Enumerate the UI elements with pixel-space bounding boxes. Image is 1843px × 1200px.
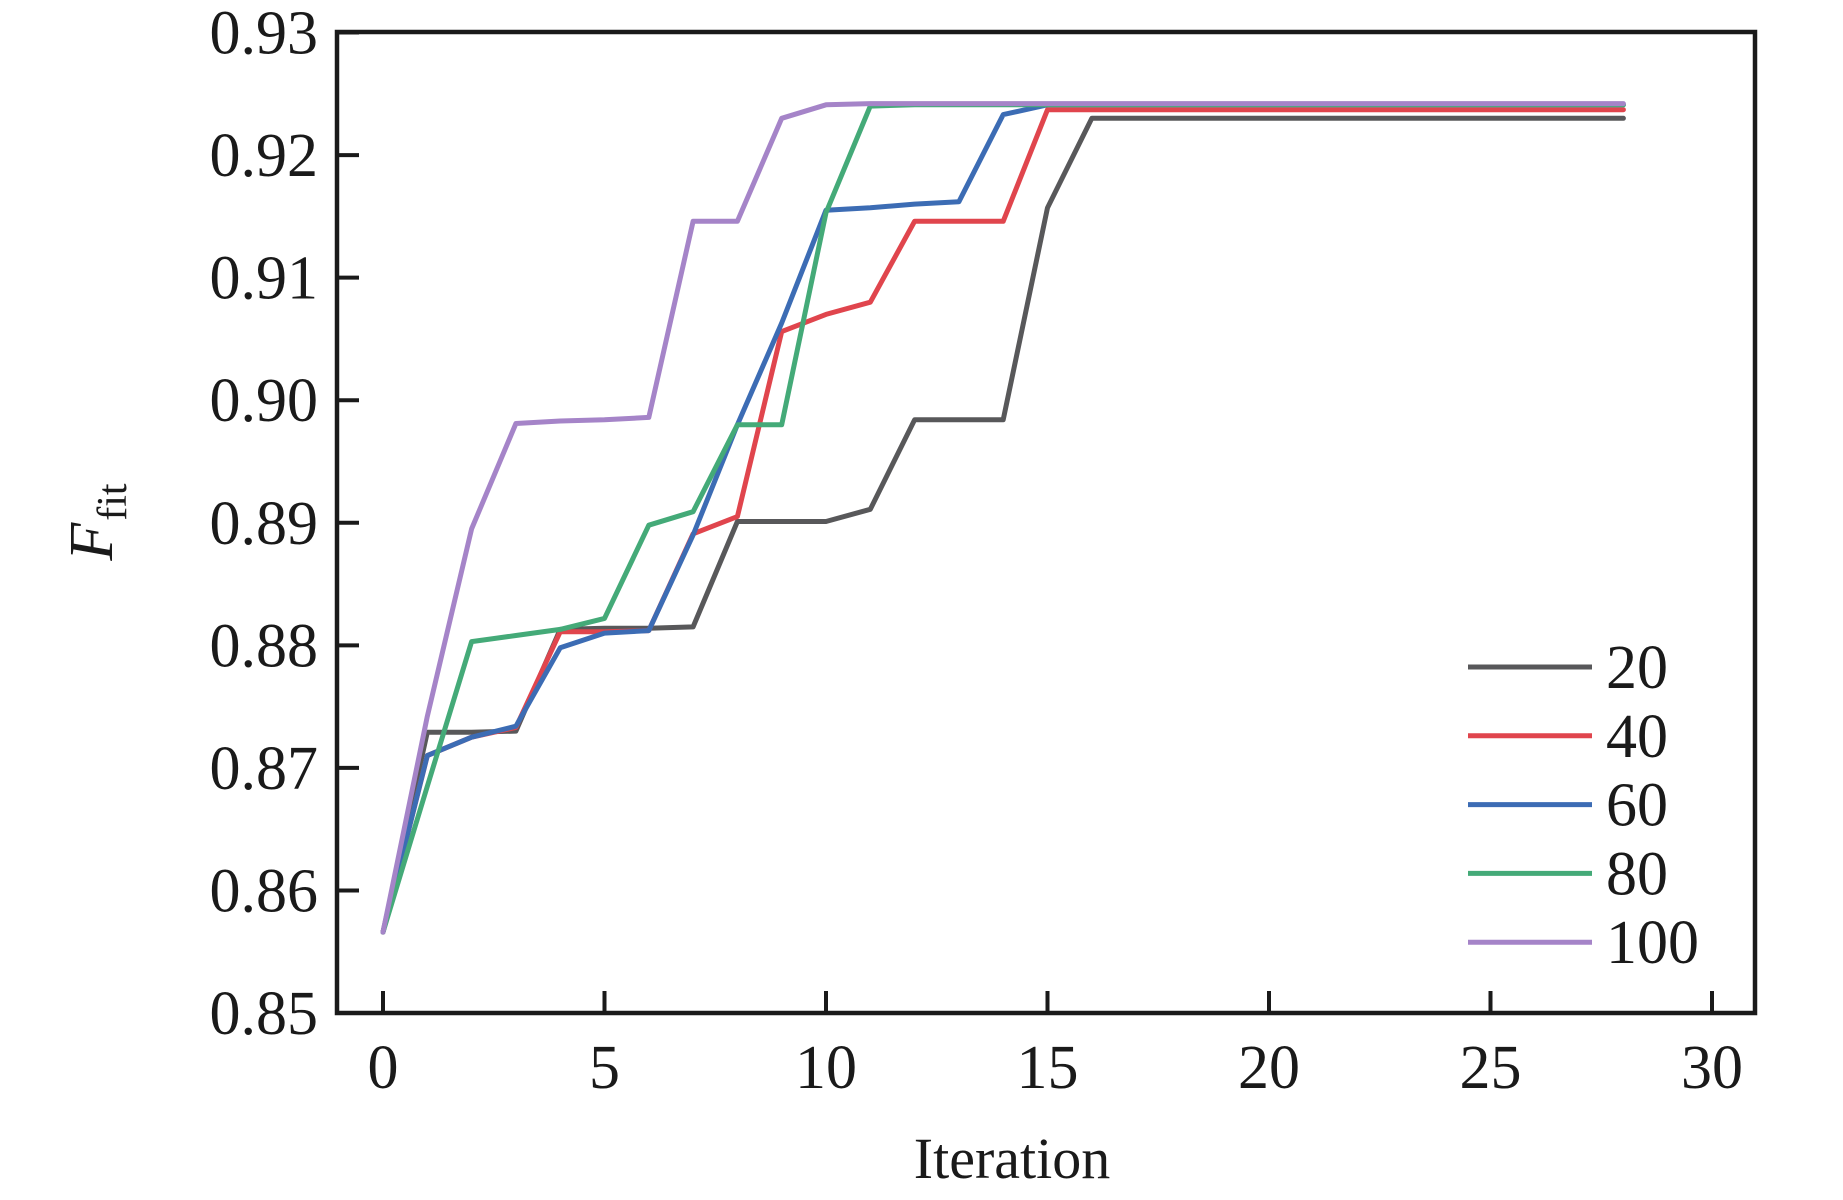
y-tick-label: 0.88 <box>210 612 319 680</box>
legend-label-60: 60 <box>1606 772 1668 840</box>
plot-border <box>334 29 1758 1016</box>
legend-label-20: 20 <box>1606 634 1668 702</box>
y-axis-title-sub: fit <box>90 483 136 521</box>
legend-label-100: 100 <box>1606 909 1699 977</box>
y-tick-label: 0.92 <box>210 122 319 190</box>
x-axis-title: Iteration <box>914 1126 1110 1191</box>
x-tick-label: 15 <box>1017 1034 1079 1102</box>
x-tick-label: 30 <box>1681 1034 1743 1102</box>
y-axis-title-main: F <box>58 522 126 562</box>
series-line-40 <box>380 107 1626 935</box>
legend-label-40: 40 <box>1606 703 1668 771</box>
axes-layer: 0.85 0.86 0.87 0.88 0.89 0.90 0.91 0.92 0.93 0 5 10… <box>210 0 1758 1102</box>
y-tick-label: 0.86 <box>210 857 319 925</box>
y-tick-label: 0.85 <box>210 980 319 1048</box>
curves-layer <box>380 101 1626 935</box>
x-tick-label: 20 <box>1238 1034 1300 1102</box>
y-tick-label: 0.89 <box>210 490 319 558</box>
y-tick-label: 0.87 <box>210 735 319 803</box>
series-line-100 <box>380 101 1626 935</box>
y-tick-label: 0.93 <box>210 0 319 68</box>
y-axis-title: Ffit <box>58 483 136 562</box>
series-line-20 <box>380 115 1626 935</box>
y-tick-label: 0.91 <box>210 245 319 313</box>
svg-text:Ffit: Ffit <box>58 483 136 562</box>
x-tick-label: 25 <box>1460 1034 1522 1102</box>
y-tick-label: 0.90 <box>210 367 319 435</box>
x-tick-label: 0 <box>368 1034 399 1102</box>
x-tick-label: 10 <box>795 1034 857 1102</box>
series-line-80 <box>380 102 1626 935</box>
x-tick-label: 5 <box>589 1034 620 1102</box>
series-line-60 <box>380 102 1626 935</box>
legend-label-80: 80 <box>1606 840 1668 908</box>
